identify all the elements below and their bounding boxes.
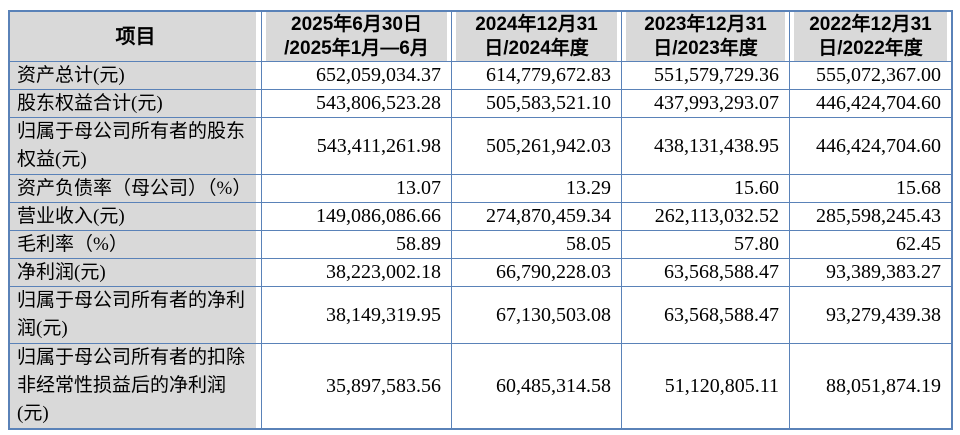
row-label: 资产总计(元) [17, 64, 125, 86]
financial-table: 项目 2025年6月30日/2025年1月—6月 2024年12月31 日/2024年… [8, 10, 953, 430]
row-label-cell: 资产负债率（母公司）（%） [10, 175, 262, 203]
header-line: 2025年6月30日 [291, 13, 422, 35]
value-cell: 285,598,245.43 [790, 203, 951, 231]
header-line: 日/2023年度 [653, 37, 758, 59]
table-row: 归属于母公司所有者的股东权益(元) 543,411,261.98 505,261,9… [10, 118, 951, 175]
value-cell: 63,568,588.47 [622, 287, 790, 344]
header-line: 2024年12月31 [475, 13, 598, 35]
value-cell: 543,806,523.28 [262, 90, 452, 118]
period-column-header: 2022年12月31 日/2022年度 [790, 12, 951, 62]
table-row: 资产负债率（母公司）（%） 13.07 13.29 15.60 15.68 [10, 175, 951, 203]
value-cell: 88,051,874.19 [790, 344, 951, 428]
value-cell: 446,424,704.60 [790, 118, 951, 175]
row-label-cell: 归属于母公司所有者的股东权益(元) [10, 118, 262, 175]
value-cell: 149,086,086.66 [262, 203, 452, 231]
value-cell: 274,870,459.34 [452, 203, 622, 231]
row-label: 归属于母公司所有者的股东权益(元) [17, 121, 246, 170]
value-cell: 57.80 [622, 231, 790, 259]
row-label: 净利润(元) [17, 261, 106, 283]
header-line: /2025年1月—6月 [284, 37, 429, 59]
row-label: 资产负债率（母公司）（%） [17, 177, 252, 199]
period-column-header: 2025年6月30日/2025年1月—6月 [262, 12, 452, 62]
value-cell: 67,130,503.08 [452, 287, 622, 344]
value-cell: 13.07 [262, 175, 452, 203]
value-cell: 58.05 [452, 231, 622, 259]
value-cell: 38,223,002.18 [262, 259, 452, 287]
value-cell: 35,897,583.56 [262, 344, 452, 428]
table-row: 资产总计(元) 652,059,034.37 614,779,672.83 551,5… [10, 62, 951, 90]
value-cell: 262,113,032.52 [622, 203, 790, 231]
row-label-cell: 净利润(元) [10, 259, 262, 287]
value-cell: 543,411,261.98 [262, 118, 452, 175]
table-row: 股东权益合计(元) 543,806,523.28 505,583,521.10 437… [10, 90, 951, 118]
period-column-header: 2024年12月31 日/2024年度 [452, 12, 622, 62]
value-cell: 93,389,383.27 [790, 259, 951, 287]
value-cell: 66,790,228.03 [452, 259, 622, 287]
value-cell: 13.29 [452, 175, 622, 203]
row-label: 毛利率（%） [17, 233, 128, 255]
value-cell: 614,779,672.83 [452, 62, 622, 90]
value-cell: 38,149,319.95 [262, 287, 452, 344]
value-cell: 505,261,942.03 [452, 118, 622, 175]
value-cell: 93,279,439.38 [790, 287, 951, 344]
row-label: 归属于母公司所有者的扣除非经常性损益后的净利润(元) [17, 347, 246, 424]
value-cell: 551,579,729.36 [622, 62, 790, 90]
value-cell: 555,072,367.00 [790, 62, 951, 90]
row-label-cell: 归属于母公司所有者的扣除非经常性损益后的净利润(元) [10, 344, 262, 428]
table-row: 营业收入(元) 149,086,086.66 274,870,459.34 262,1… [10, 203, 951, 231]
value-cell: 58.89 [262, 231, 452, 259]
value-cell: 438,131,438.95 [622, 118, 790, 175]
value-cell: 60,485,314.58 [452, 344, 622, 428]
table-row: 归属于母公司所有者的净利润(元) 38,149,319.95 67,130,503.… [10, 287, 951, 344]
header-line: 2022年12月31 [809, 13, 932, 35]
period-column-header: 2023年12月31 日/2023年度 [622, 12, 790, 62]
value-cell: 15.68 [790, 175, 951, 203]
header-line: 2023年12月31 [644, 13, 767, 35]
row-label-cell: 营业收入(元) [10, 203, 262, 231]
table-row: 净利润(元) 38,223,002.18 66,790,228.03 63,568,5… [10, 259, 951, 287]
value-cell: 15.60 [622, 175, 790, 203]
row-label: 归属于母公司所有者的净利润(元) [17, 290, 246, 339]
table-row: 毛利率（%） 58.89 58.05 57.80 62.45 [10, 231, 951, 259]
row-label-cell: 毛利率（%） [10, 231, 262, 259]
value-cell: 51,120,805.11 [622, 344, 790, 428]
header-line: 日/2022年度 [818, 37, 923, 59]
row-label-cell: 归属于母公司所有者的净利润(元) [10, 287, 262, 344]
value-cell: 446,424,704.60 [790, 90, 951, 118]
row-label: 股东权益合计(元) [17, 92, 163, 114]
value-cell: 505,583,521.10 [452, 90, 622, 118]
value-cell: 437,993,293.07 [622, 90, 790, 118]
header-line: 日/2024年度 [484, 37, 589, 59]
row-label: 营业收入(元) [17, 205, 125, 227]
row-label-cell: 股东权益合计(元) [10, 90, 262, 118]
value-cell: 62.45 [790, 231, 951, 259]
table-header-row: 项目 2025年6月30日/2025年1月—6月 2024年12月31 日/2024年… [10, 12, 951, 62]
row-label-cell: 资产总计(元) [10, 62, 262, 90]
value-cell: 63,568,588.47 [622, 259, 790, 287]
table-row: 归属于母公司所有者的扣除非经常性损益后的净利润(元) 35,897,583.56 6… [10, 344, 951, 428]
item-column-header: 项目 [10, 12, 262, 62]
value-cell: 652,059,034.37 [262, 62, 452, 90]
